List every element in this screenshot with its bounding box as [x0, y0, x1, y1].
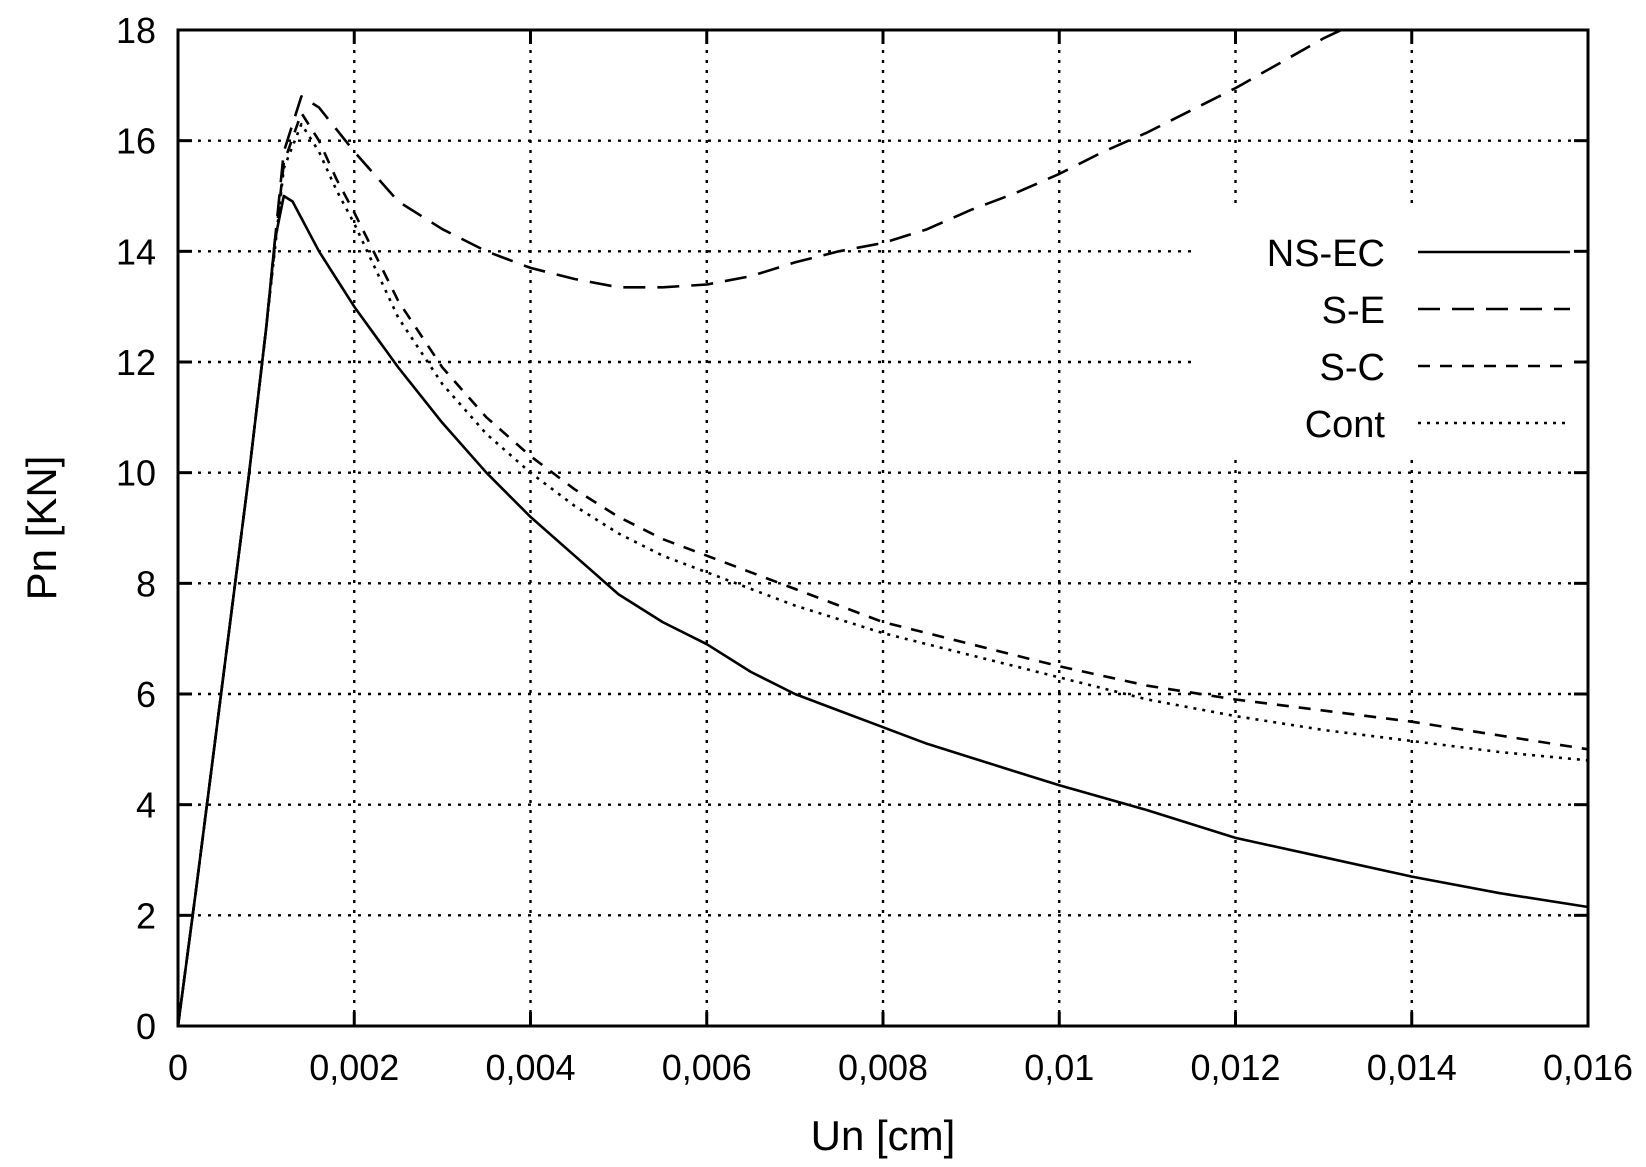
y-tick-label: 12: [116, 342, 156, 383]
grid: [178, 30, 1588, 1026]
tick-labels: 0 0,002 0,004 0,006 0,008 0,01 0,012 0,014 0,016…: [116, 10, 1633, 1088]
y-tick-label: 10: [116, 453, 156, 494]
y-tick-label: 0: [136, 1006, 156, 1047]
y-tick-label: 16: [116, 121, 156, 162]
x-tick-label: 0,004: [485, 1047, 575, 1088]
x-tick-label: 0,006: [662, 1047, 752, 1088]
x-tick-label: 0,01: [1024, 1047, 1094, 1088]
x-tick-label: 0,014: [1367, 1047, 1457, 1088]
x-tick-label: 0,008: [838, 1047, 928, 1088]
legend-label: S-C: [1320, 347, 1385, 389]
legend: NS-EC S-E S-C Cont: [1267, 233, 1570, 446]
x-tick-label: 0,012: [1190, 1047, 1280, 1088]
y-tick-label: 4: [136, 785, 156, 826]
y-tick-label: 2: [136, 895, 156, 936]
y-tick-label: 8: [136, 563, 156, 604]
x-tick-label: 0,002: [309, 1047, 399, 1088]
x-tick-label: 0: [168, 1047, 188, 1088]
x-tick-label: 0,016: [1543, 1047, 1633, 1088]
series-line-1: [176, 28, 1342, 1027]
legend-label: NS-EC: [1267, 233, 1385, 275]
x-axis-label: Un [cm]: [811, 1112, 956, 1159]
series-line-3: [176, 122, 1589, 1027]
y-tick-label: 14: [116, 231, 156, 272]
legend-label: Cont: [1305, 404, 1386, 446]
y-axis-label: Pn [KN]: [18, 456, 65, 601]
plot-area-series: [176, 28, 1589, 1027]
y-tick-label: 18: [116, 10, 156, 51]
y-tick-label: 6: [136, 674, 156, 715]
legend-label: S-E: [1322, 290, 1385, 332]
legend-background: [1198, 208, 1574, 454]
plot-frame: [176, 28, 1590, 1028]
